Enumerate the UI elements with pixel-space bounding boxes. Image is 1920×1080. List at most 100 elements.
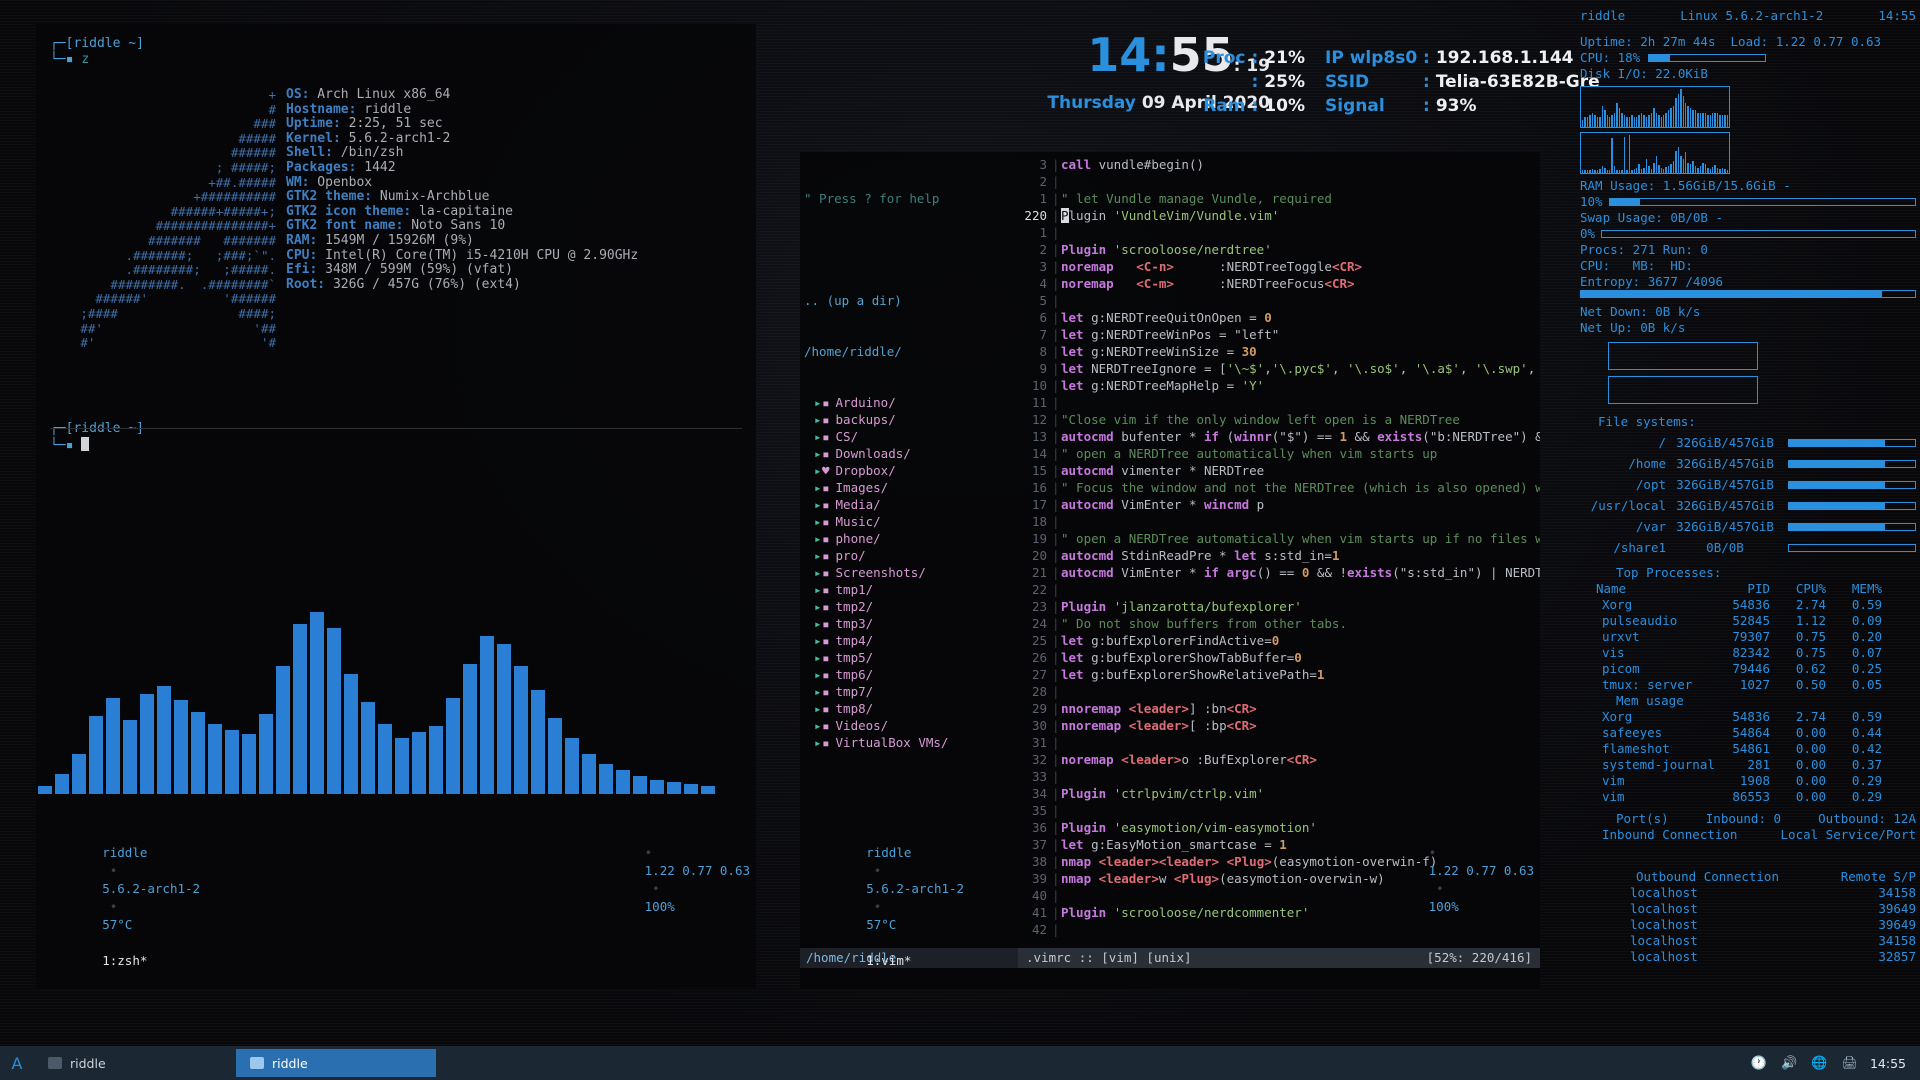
nerdtree-item[interactable]: ▸ ▪ tmp7/: [804, 683, 1018, 700]
system-tray[interactable]: 🕐 🔊 🌐 🖨: [1751, 1056, 1870, 1071]
graph-bar: [1591, 113, 1594, 127]
vim-code-area[interactable]: call vundle#begin() " let Vundle manage …: [1061, 156, 1540, 948]
process-name: vim: [1602, 773, 1625, 788]
chevron-right-icon[interactable]: ▸: [814, 582, 822, 597]
process-cpu: 0.00: [1795, 725, 1826, 740]
nerdtree-item[interactable]: ▸ ▪ CS/: [804, 428, 1018, 445]
graph-bar: [1689, 164, 1692, 173]
chevron-right-icon[interactable]: ▸: [814, 429, 822, 444]
nerdtree-item[interactable]: ▸ ▪ Music/: [804, 513, 1018, 530]
nerdtree-item[interactable]: ▸ ♥ Dropbox/: [804, 462, 1018, 479]
nerdtree-panel[interactable]: " Press ? for help .. (up a dir) /home/r…: [800, 152, 1018, 948]
nerdtree-item[interactable]: ▸ ▪ Videos/: [804, 717, 1018, 734]
chevron-right-icon[interactable]: ▸: [814, 565, 822, 580]
tmux-window-vim[interactable]: 1:vim*: [866, 953, 912, 968]
visualizer-bar: [293, 624, 307, 794]
nerdtree-item[interactable]: ▸ ▪ pro/: [804, 547, 1018, 564]
connection-port: 39649: [1878, 917, 1916, 932]
nerdtree-item[interactable]: ▸ ▪ tmp6/: [804, 666, 1018, 683]
nerdtree-item-label: tmp5/: [835, 650, 874, 665]
vim-gutter-pipe: |: [1052, 820, 1060, 835]
chevron-right-icon[interactable]: ▸: [814, 701, 822, 716]
process-cpu: 0.62: [1795, 661, 1826, 676]
vim-code-line: let g:NERDTreeWinSize = 30: [1061, 344, 1257, 359]
nerdtree-item[interactable]: ▸ ▪ Images/: [804, 479, 1018, 496]
nerdtree-item[interactable]: ▸ ▪ VirtualBox VMs/: [804, 734, 1018, 751]
graph-bar: [1640, 169, 1643, 173]
app-menu-icon[interactable]: A: [11, 1053, 23, 1073]
chevron-right-icon[interactable]: ▸: [814, 650, 822, 665]
nerdtree-item[interactable]: ▸ ▪ Media/: [804, 496, 1018, 513]
graph-bar: [1626, 117, 1628, 127]
taskbar[interactable]: A riddle riddle 🕐 🔊 🌐 🖨 14:55: [0, 1046, 1920, 1080]
nerdtree-item[interactable]: ▸ ▪ tmp2/: [804, 598, 1018, 615]
chevron-right-icon[interactable]: ▸: [814, 667, 822, 682]
chevron-right-icon[interactable]: ▸: [814, 616, 822, 631]
filesystem-bar: [1788, 481, 1916, 489]
conky-right-panel: riddle Linux 5.6.2-arch1-2 14:55 Uptime:…: [1580, 8, 1916, 965]
vim-line-number: 42: [1031, 922, 1047, 937]
nerdtree-item[interactable]: ▸ ▪ tmp4/: [804, 632, 1018, 649]
graph-bar: [1658, 165, 1660, 173]
visualizer-bar: [344, 674, 358, 794]
nerdtree-item[interactable]: ▸ ▪ tmp8/: [804, 700, 1018, 717]
taskbar-task[interactable]: riddle: [236, 1049, 436, 1077]
chevron-right-icon[interactable]: ▸: [814, 480, 822, 495]
conky-system-stats: Proc:21%:25% Ram:10%: [1155, 46, 1305, 118]
graph-bar: [1611, 138, 1613, 173]
graph-bar: [1658, 115, 1660, 127]
volume-icon[interactable]: 🔊: [1781, 1055, 1798, 1071]
chevron-right-icon[interactable]: ▸: [814, 514, 822, 529]
process-name: picom: [1602, 661, 1640, 676]
graph-bar: [1621, 170, 1623, 173]
vim-gutter-pipe: |: [1052, 242, 1060, 257]
chevron-right-icon[interactable]: ▸: [814, 412, 822, 427]
chevron-right-icon[interactable]: ▸: [814, 548, 822, 563]
graph-bar: [1665, 167, 1667, 173]
graph-bar: [1648, 115, 1650, 127]
chevron-right-icon[interactable]: ▸: [814, 599, 822, 614]
chevron-right-icon[interactable]: ▸: [814, 718, 822, 733]
nerdtree-item[interactable]: ▸ ▪ Arduino/: [804, 394, 1018, 411]
process-cpu: 0.50: [1795, 677, 1826, 692]
nerdtree-item-label: Dropbox/: [835, 463, 896, 478]
clock-icon[interactable]: 🕐: [1750, 1055, 1768, 1071]
chevron-right-icon[interactable]: ▸: [814, 735, 822, 750]
printer-icon[interactable]: 🖨: [1841, 1055, 1858, 1071]
vim-terminal-window[interactable]: " Press ? for help .. (up a dir) /home/r…: [800, 152, 1540, 988]
chevron-right-icon[interactable]: ▸: [814, 497, 822, 512]
chevron-right-icon[interactable]: ▸: [814, 463, 822, 478]
nerdtree-item[interactable]: ▸ ▪ backups/: [804, 411, 1018, 428]
left-terminal-window[interactable]: ┌─[riddle ~] └─▪ z + # ### ##### ###### …: [36, 24, 756, 988]
chevron-right-icon[interactable]: ▸: [814, 633, 822, 648]
nerdtree-item[interactable]: ▸ ▪ Screenshots/: [804, 564, 1018, 581]
nerdtree-item[interactable]: ▸ ▪ Downloads/: [804, 445, 1018, 462]
nerdtree-up-dir[interactable]: .. (up a dir): [804, 293, 902, 308]
tmux-window-zsh[interactable]: 1:zsh*: [102, 953, 148, 968]
nerdtree-item[interactable]: ▸ ▪ tmp1/: [804, 581, 1018, 598]
process-row: vis 82342 0.75 0.07: [1580, 645, 1916, 661]
vim-code-line: nmap <leader>w <Plug>(easymotion-overwin…: [1061, 871, 1385, 886]
vim-gutter-pipe: |: [1052, 548, 1060, 563]
nerdtree-item[interactable]: ▸ ▪ tmp3/: [804, 615, 1018, 632]
graph-bar: [1682, 159, 1685, 173]
graph-bar: [1633, 169, 1635, 173]
vim-code-line: [1061, 173, 1540, 190]
graph-bar: [1667, 110, 1670, 127]
chevron-right-icon[interactable]: ▸: [814, 395, 822, 410]
graph-bar: [1692, 161, 1694, 173]
nerdtree-item[interactable]: ▸ ▪ phone/: [804, 530, 1018, 547]
chevron-right-icon[interactable]: ▸: [814, 446, 822, 461]
chevron-right-icon[interactable]: ▸: [814, 684, 822, 699]
neofetch-value: 5.6.2-arch1-2: [340, 130, 451, 146]
taskbar-task[interactable]: riddle: [34, 1049, 234, 1077]
neofetch-key: GTK2 theme:: [286, 189, 373, 205]
chevron-right-icon[interactable]: ▸: [814, 531, 822, 546]
visualizer-bar: [463, 664, 477, 794]
network-icon[interactable]: 🌐: [1811, 1055, 1828, 1071]
vim-line-number: 21: [1031, 565, 1047, 580]
filesystem-name: /opt: [1635, 477, 1666, 492]
nerdtree-item[interactable]: ▸ ▪ tmp5/: [804, 649, 1018, 666]
graph-bar: [1616, 103, 1618, 127]
vim-editor-pane[interactable]: 3 2 1 220 1 2 3 4 5 6 7 8 9 10 11 12 13 14 15 16 17 18 19 20 21 2…: [1018, 152, 1540, 948]
